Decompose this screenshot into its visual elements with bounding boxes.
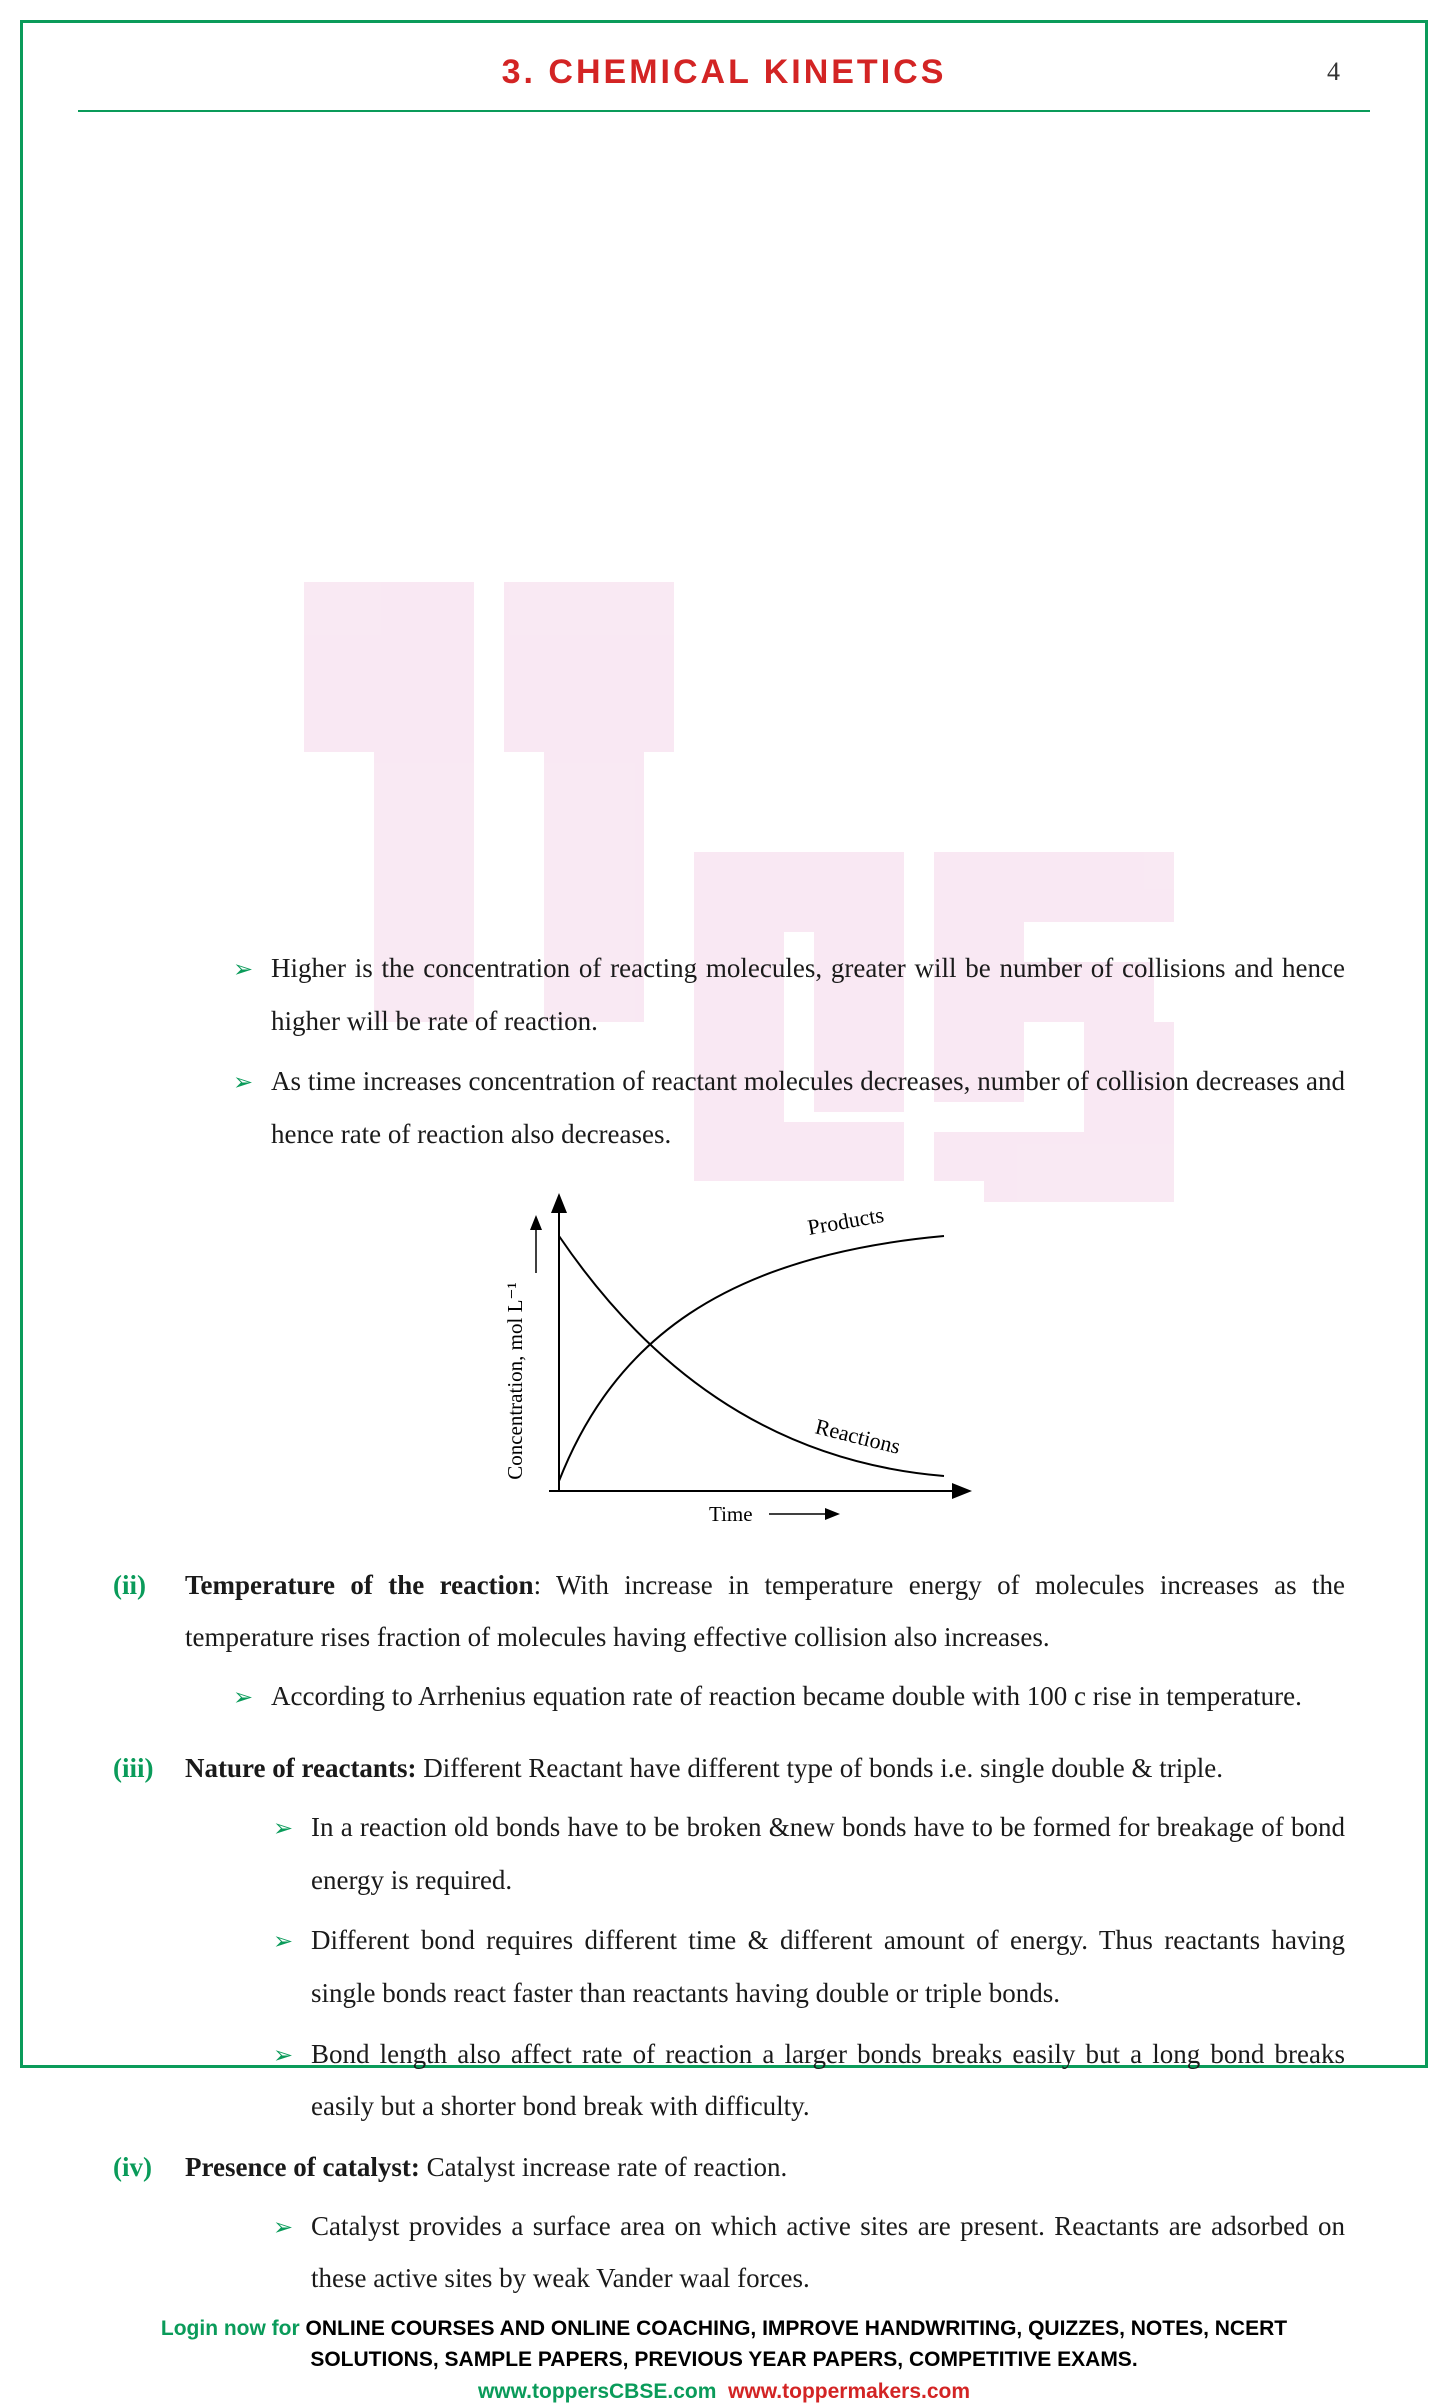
bullet-item: ➢ According to Arrhenius equation rate o… — [233, 1670, 1345, 1723]
graph-svg: Products Reactions Concentration, mol L⁻… — [464, 1181, 984, 1531]
page-number: 4 — [1327, 57, 1340, 87]
numbered-item-ii: (ii) Temperature of the reaction: With i… — [103, 1559, 1345, 1664]
bullet-text: Higher is the concentration of reacting … — [271, 942, 1345, 1047]
item-title: Temperature of the reaction — [185, 1570, 534, 1600]
item-title: Nature of reactants: — [185, 1753, 416, 1783]
x-axis-label: Time — [709, 1502, 753, 1526]
page-content: ➢ Higher is the concentration of reactin… — [78, 142, 1370, 2313]
bullet-item: ➢ Bond length also affect rate of reacti… — [273, 2028, 1345, 2133]
bullet-text: Different bond requires different time &… — [311, 1914, 1345, 2019]
bullet-text: In a reaction old bonds have to be broke… — [311, 1801, 1345, 1906]
item-text: Presence of catalyst: Catalyst increase … — [185, 2141, 1345, 2194]
page-footer: Login now for ONLINE COURSES AND ONLINE … — [78, 2313, 1370, 2407]
bullet-text: Catalyst provides a surface area on whic… — [311, 2200, 1345, 2305]
arrow-bullet-icon: ➢ — [233, 1055, 271, 1160]
login-prefix: Login now for — [161, 2317, 306, 2340]
url-topperscbse[interactable]: www.toppersCBSE.com — [478, 2380, 716, 2403]
item-number: (iii) — [103, 1742, 185, 1795]
numbered-item-iv: (iv) Presence of catalyst: Catalyst incr… — [103, 2141, 1345, 2194]
item-iv-bullets: ➢ Catalyst provides a surface area on wh… — [273, 2200, 1345, 2305]
page-header: 3. CHEMICAL KINETICS 4 — [78, 53, 1370, 112]
concentration-time-graph: Products Reactions Concentration, mol L⁻… — [103, 1181, 1345, 1531]
top-bullet-list: ➢ Higher is the concentration of reactin… — [233, 942, 1345, 1161]
numbered-item-iii: (iii) Nature of reactants: Different Rea… — [103, 1742, 1345, 1795]
item-number: (iv) — [103, 2141, 185, 2194]
item-title: Presence of catalyst: — [185, 2152, 420, 2182]
chapter-title: 3. CHEMICAL KINETICS — [78, 53, 1370, 92]
bullet-item: ➢ As time increases concentration of rea… — [233, 1055, 1345, 1160]
page-container: 3. CHEMICAL KINETICS 4 ➢ Higher is the c… — [20, 20, 1428, 2068]
arrow-bullet-icon: ➢ — [273, 2028, 311, 2133]
arrow-bullet-icon: ➢ — [233, 942, 271, 1047]
bullet-text: Bond length also affect rate of reaction… — [311, 2028, 1345, 2133]
item-ii-bullets: ➢ According to Arrhenius equation rate o… — [233, 1670, 1345, 1723]
bullet-item: ➢ Catalyst provides a surface area on wh… — [273, 2200, 1345, 2305]
item-text: Temperature of the reaction: With increa… — [185, 1559, 1345, 1664]
arrow-bullet-icon: ➢ — [233, 1670, 271, 1723]
item-iii-bullets: ➢ In a reaction old bonds have to be bro… — [273, 1801, 1345, 2133]
y-axis-label: Concentration, mol L⁻¹ — [503, 1282, 527, 1480]
bullet-item: ➢ Higher is the concentration of reactin… — [233, 942, 1345, 1047]
item-text: Nature of reactants: Different Reactant … — [185, 1742, 1345, 1795]
footer-urls: www.toppersCBSE.com www.toppermakers.com — [138, 2376, 1310, 2407]
item-number: (ii) — [103, 1559, 185, 1664]
footer-line-2: SOLUTIONS, SAMPLE PAPERS, PREVIOUS YEAR … — [138, 2344, 1310, 2376]
footer-line-1: Login now for ONLINE COURSES AND ONLINE … — [138, 2313, 1310, 2345]
bullet-text: As time increases concentration of react… — [271, 1055, 1345, 1160]
footer-text-1: ONLINE COURSES AND ONLINE COACHING, IMPR… — [306, 2317, 1288, 2340]
arrow-bullet-icon: ➢ — [273, 1914, 311, 2019]
bullet-text: According to Arrhenius equation rate of … — [271, 1670, 1345, 1723]
url-toppermakers[interactable]: www.toppermakers.com — [728, 2380, 970, 2403]
bullet-item: ➢ In a reaction old bonds have to be bro… — [273, 1801, 1345, 1906]
arrow-bullet-icon: ➢ — [273, 2200, 311, 2305]
products-label: Products — [806, 1201, 886, 1239]
arrow-bullet-icon: ➢ — [273, 1801, 311, 1906]
bullet-item: ➢ Different bond requires different time… — [273, 1914, 1345, 2019]
